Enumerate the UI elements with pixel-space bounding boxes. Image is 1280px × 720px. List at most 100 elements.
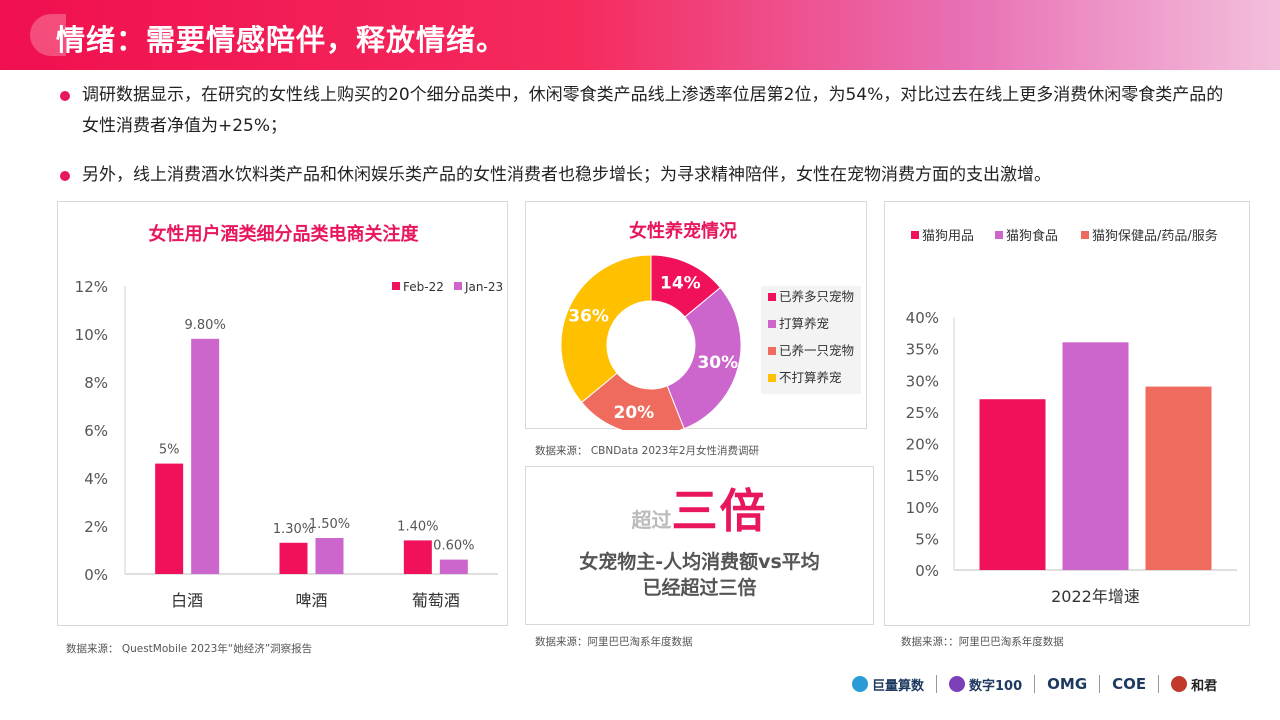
legend-label: 猫狗用品	[922, 229, 974, 244]
stat-headline: 超过三倍	[526, 475, 873, 541]
divider	[1099, 675, 1101, 693]
legend-label: Feb-22	[403, 280, 444, 294]
y-tick-label: 2%	[84, 518, 108, 536]
bar	[439, 559, 468, 574]
chart-title: 女性养宠情况	[629, 221, 737, 242]
divider	[936, 675, 938, 693]
stat-line: 已经超过三倍	[642, 577, 757, 599]
y-tick-label: 15%	[906, 467, 939, 485]
pie-slice	[560, 254, 652, 404]
bullet-dot	[60, 91, 70, 101]
x-tick-label: 2022年增速	[1051, 587, 1140, 606]
legend-label: 打算养宠	[779, 316, 829, 331]
legend-swatch	[768, 320, 776, 328]
y-tick-label: 12%	[75, 278, 108, 296]
logo-omg: OMG	[1047, 675, 1087, 693]
legend-label: Jan-23	[464, 280, 503, 294]
y-tick-label: 5%	[915, 530, 939, 548]
divider	[1034, 675, 1036, 693]
legend-swatch	[1081, 231, 1089, 239]
y-tick-label: 10%	[75, 326, 108, 344]
logo-juliang: 巨量算数	[852, 675, 924, 694]
data-label: 1.40%	[397, 519, 438, 534]
y-tick-label: 25%	[906, 404, 939, 422]
legend-label: 不打算养宠	[779, 370, 842, 385]
x-tick-label: 啤酒	[295, 591, 327, 610]
legend-label: 猫狗保健品/药品/服务	[1092, 228, 1218, 244]
stat-description: 女宠物主-人均消费额vs平均 已经超过三倍	[526, 549, 873, 601]
y-tick-label: 35%	[906, 341, 939, 359]
bar	[279, 542, 308, 574]
legend-swatch	[768, 374, 776, 382]
logo-coe: COE	[1112, 675, 1146, 693]
hejun-logo-icon	[1171, 676, 1188, 692]
logo-hejun: 和君	[1171, 675, 1217, 694]
pet-chart-panel: 女性养宠情况 14% 30% 20% 36% 已养多只宠物 打算养宠 已养一只宠物 不打算养宠	[525, 201, 867, 430]
source-note: 数据来源：：阿里巴巴淘系年度数据	[901, 636, 1064, 648]
logo-text: 巨量算数	[872, 678, 925, 694]
stat-value: 三倍	[671, 484, 768, 538]
bullet-text: 另外，线上消费酒水饮料类产品和休闲娱乐类产品的女性消费者也稳步增长；为寻求精神陪…	[82, 165, 1051, 185]
data-label: 9.80%	[185, 318, 226, 333]
slice-label: 20%	[613, 403, 654, 423]
y-tick-label: 0%	[84, 566, 108, 584]
bar	[191, 338, 220, 574]
legend-swatch	[392, 282, 400, 290]
logo-text: 和君	[1191, 678, 1218, 694]
logo-shuzi100: 数字100	[949, 675, 1022, 694]
logo-text: 数字100	[969, 678, 1023, 694]
bar	[1145, 386, 1212, 570]
data-label: 5%	[159, 443, 180, 458]
bullet-text: 调研数据显示，在研究的女性线上购买的20个细分品类中，休闲零食类产品线上渗透率位…	[82, 85, 1224, 136]
y-tick-label: 8%	[84, 374, 108, 392]
source-note: 数据来源：阿里巴巴淘系年度数据	[535, 636, 693, 648]
bullet-point: 调研数据显示，在研究的女性线上购买的20个细分品类中，休闲零食类产品线上渗透率位…	[60, 80, 1230, 142]
data-label: 1.50%	[309, 517, 350, 532]
data-label: 1.30%	[273, 522, 314, 537]
liquor-bar-chart: 0% 2% 4% 6% 8% 10% 12% 5% 9.80% 白酒 1.30%1.50% 啤酒 1.4…	[75, 278, 503, 610]
bar	[155, 463, 184, 574]
slice-label: 14%	[660, 274, 701, 294]
legend-label: 已养一只宠物	[779, 343, 854, 358]
bar	[1062, 342, 1129, 570]
stat-line: 女宠物主-人均消费额vs平均	[579, 551, 820, 573]
shuzi-logo-icon	[949, 676, 966, 692]
y-tick-label: 6%	[84, 422, 108, 440]
chart-title: 女性用户酒类细分品类电商关注度	[148, 224, 419, 245]
legend-swatch	[768, 293, 776, 301]
partner-logos: 巨量算数 数字100 OMG COE 和君	[852, 670, 1217, 698]
stat-callout-panel: 超过三倍 女宠物主-人均消费额vs平均 已经超过三倍	[525, 466, 874, 625]
page-title: 情绪：需要情感陪伴，释放情绪。	[56, 23, 507, 57]
header-banner: 情绪：需要情感陪伴，释放情绪。	[0, 0, 1280, 70]
source-note: 数据来源： CBNData 2023年2月女性消费调研	[535, 445, 760, 457]
y-tick-label: 40%	[906, 309, 939, 327]
legend-swatch	[911, 231, 919, 239]
liquor-chart-panel: 女性用户酒类细分品类电商关注度 0% 2% 4% 6% 8% 10% 12% 5% 9.80% 白…	[57, 201, 508, 626]
growth-chart-panel: 0% 5% 10% 15% 20% 25% 30% 35% 40% 2022年增速 猫狗用品 猫狗食品…	[884, 201, 1250, 626]
y-tick-label: 30%	[906, 372, 939, 390]
bar	[403, 540, 432, 574]
divider	[1158, 675, 1160, 693]
y-tick-label: 4%	[84, 470, 108, 488]
source-note: 数据来源： QuestMobile 2023年“她经济”洞察报告	[66, 643, 313, 655]
x-tick-label: 葡萄酒	[412, 591, 460, 610]
y-tick-label: 0%	[915, 562, 939, 580]
x-tick-label: 白酒	[171, 591, 203, 610]
bar	[979, 399, 1046, 570]
legend-swatch	[995, 231, 1003, 239]
logo-text: COE	[1112, 675, 1147, 693]
slice-label: 30%	[697, 353, 738, 373]
logo-text: OMG	[1047, 675, 1088, 693]
pie-slice	[666, 286, 742, 430]
legend-swatch	[768, 347, 776, 355]
banner-accent	[30, 14, 66, 56]
data-label: 0.60%	[433, 539, 474, 554]
y-tick-label: 10%	[906, 499, 939, 517]
legend-label: 已养多只宠物	[779, 289, 854, 304]
legend-label: 猫狗食品	[1006, 228, 1058, 244]
stat-prefix: 超过	[631, 508, 672, 532]
legend-swatch	[454, 282, 462, 290]
legend-box	[761, 286, 861, 394]
